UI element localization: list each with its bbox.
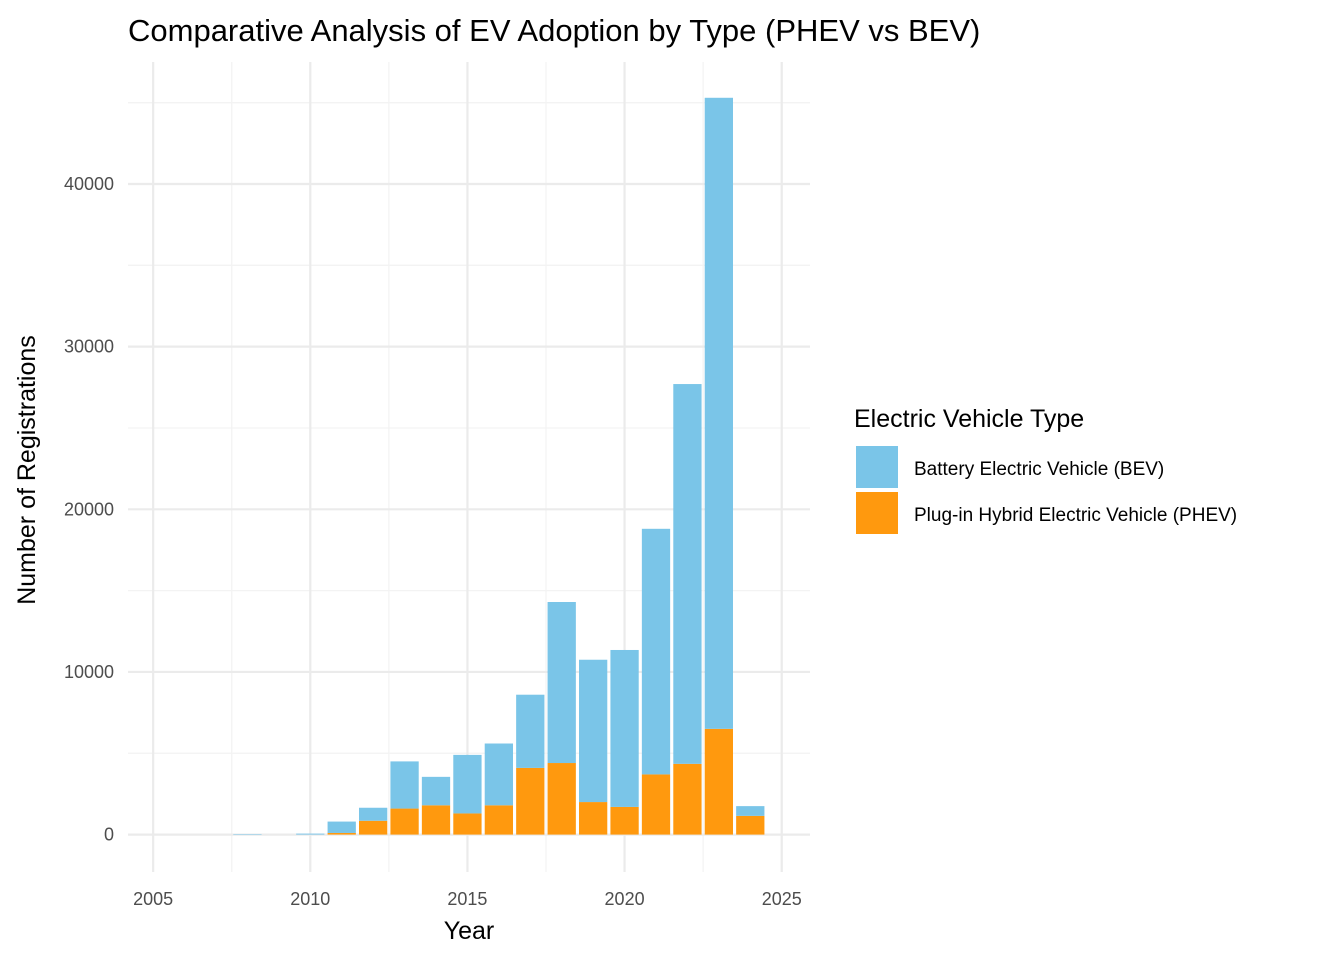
y-tick-label: 40000 xyxy=(64,174,114,194)
x-tick-label: 2020 xyxy=(605,889,645,909)
bar-bev-2019 xyxy=(579,659,608,803)
bar-phev-2012 xyxy=(359,820,388,835)
legend-title: Electric Vehicle Type xyxy=(854,405,1084,433)
bar-phev-2018 xyxy=(547,763,576,835)
bar-phev-2020 xyxy=(610,806,639,835)
bar-bev-2024 xyxy=(736,806,765,816)
bar-phev-2023 xyxy=(704,728,733,835)
y-tick-label: 0 xyxy=(104,825,114,845)
x-tick-label: 2010 xyxy=(290,889,330,909)
bar-bev-2013 xyxy=(390,761,419,809)
bar-phev-2022 xyxy=(673,763,702,835)
bar-bev-2016 xyxy=(484,743,513,806)
x-tick-labels: 2005 2010 2015 2020 2025 xyxy=(133,889,802,909)
bar-bev-2011 xyxy=(327,821,356,833)
legend-label-bev: Battery Electric Vehicle (BEV) xyxy=(914,459,1164,480)
bar-bev-2014 xyxy=(421,776,451,806)
y-tick-label: 10000 xyxy=(64,662,114,682)
bar-phev-2016 xyxy=(484,805,513,835)
legend-label-phev: Plug-in Hybrid Electric Vehicle (PHEV) xyxy=(914,505,1237,526)
bar-bev-2015 xyxy=(453,754,482,814)
bar-bev-2023 xyxy=(704,97,733,729)
y-tick-label: 20000 xyxy=(64,499,114,519)
legend-swatch-bev xyxy=(856,446,898,488)
legend-swatch-phev xyxy=(856,492,898,534)
bar-phev-2013 xyxy=(390,808,419,835)
bar-bev-2020 xyxy=(610,649,639,807)
bar-bev-2022 xyxy=(673,384,702,764)
x-axis-title: Year xyxy=(444,917,495,945)
bar-phev-2017 xyxy=(516,767,545,835)
x-tick-label: 2005 xyxy=(133,889,173,909)
bar-bev-2018 xyxy=(547,602,576,764)
bar-phev-2021 xyxy=(641,774,671,835)
x-tick-label: 2025 xyxy=(762,889,802,909)
bar-bev-2017 xyxy=(516,694,545,768)
legend: Electric Vehicle Type Battery Electric V… xyxy=(854,405,1237,534)
bar-phev-2024 xyxy=(736,815,765,835)
bar-bev-2012 xyxy=(359,807,388,821)
bars-group xyxy=(233,97,765,835)
bar-bev-2008 xyxy=(233,834,262,835)
x-tick-label: 2015 xyxy=(447,889,487,909)
y-tick-label: 30000 xyxy=(64,337,114,357)
bar-bev-2021 xyxy=(641,528,671,775)
chart-title: Comparative Analysis of EV Adoption by T… xyxy=(128,13,980,48)
bar-bev-2010 xyxy=(296,833,325,835)
bar-phev-2019 xyxy=(579,802,608,835)
bar-phev-2014 xyxy=(421,805,451,835)
y-axis-title: Number of Registrations xyxy=(13,335,41,605)
y-tick-labels: 0 10000 20000 30000 40000 xyxy=(64,174,114,845)
bar-phev-2011 xyxy=(327,832,356,835)
bar-phev-2015 xyxy=(453,813,482,835)
